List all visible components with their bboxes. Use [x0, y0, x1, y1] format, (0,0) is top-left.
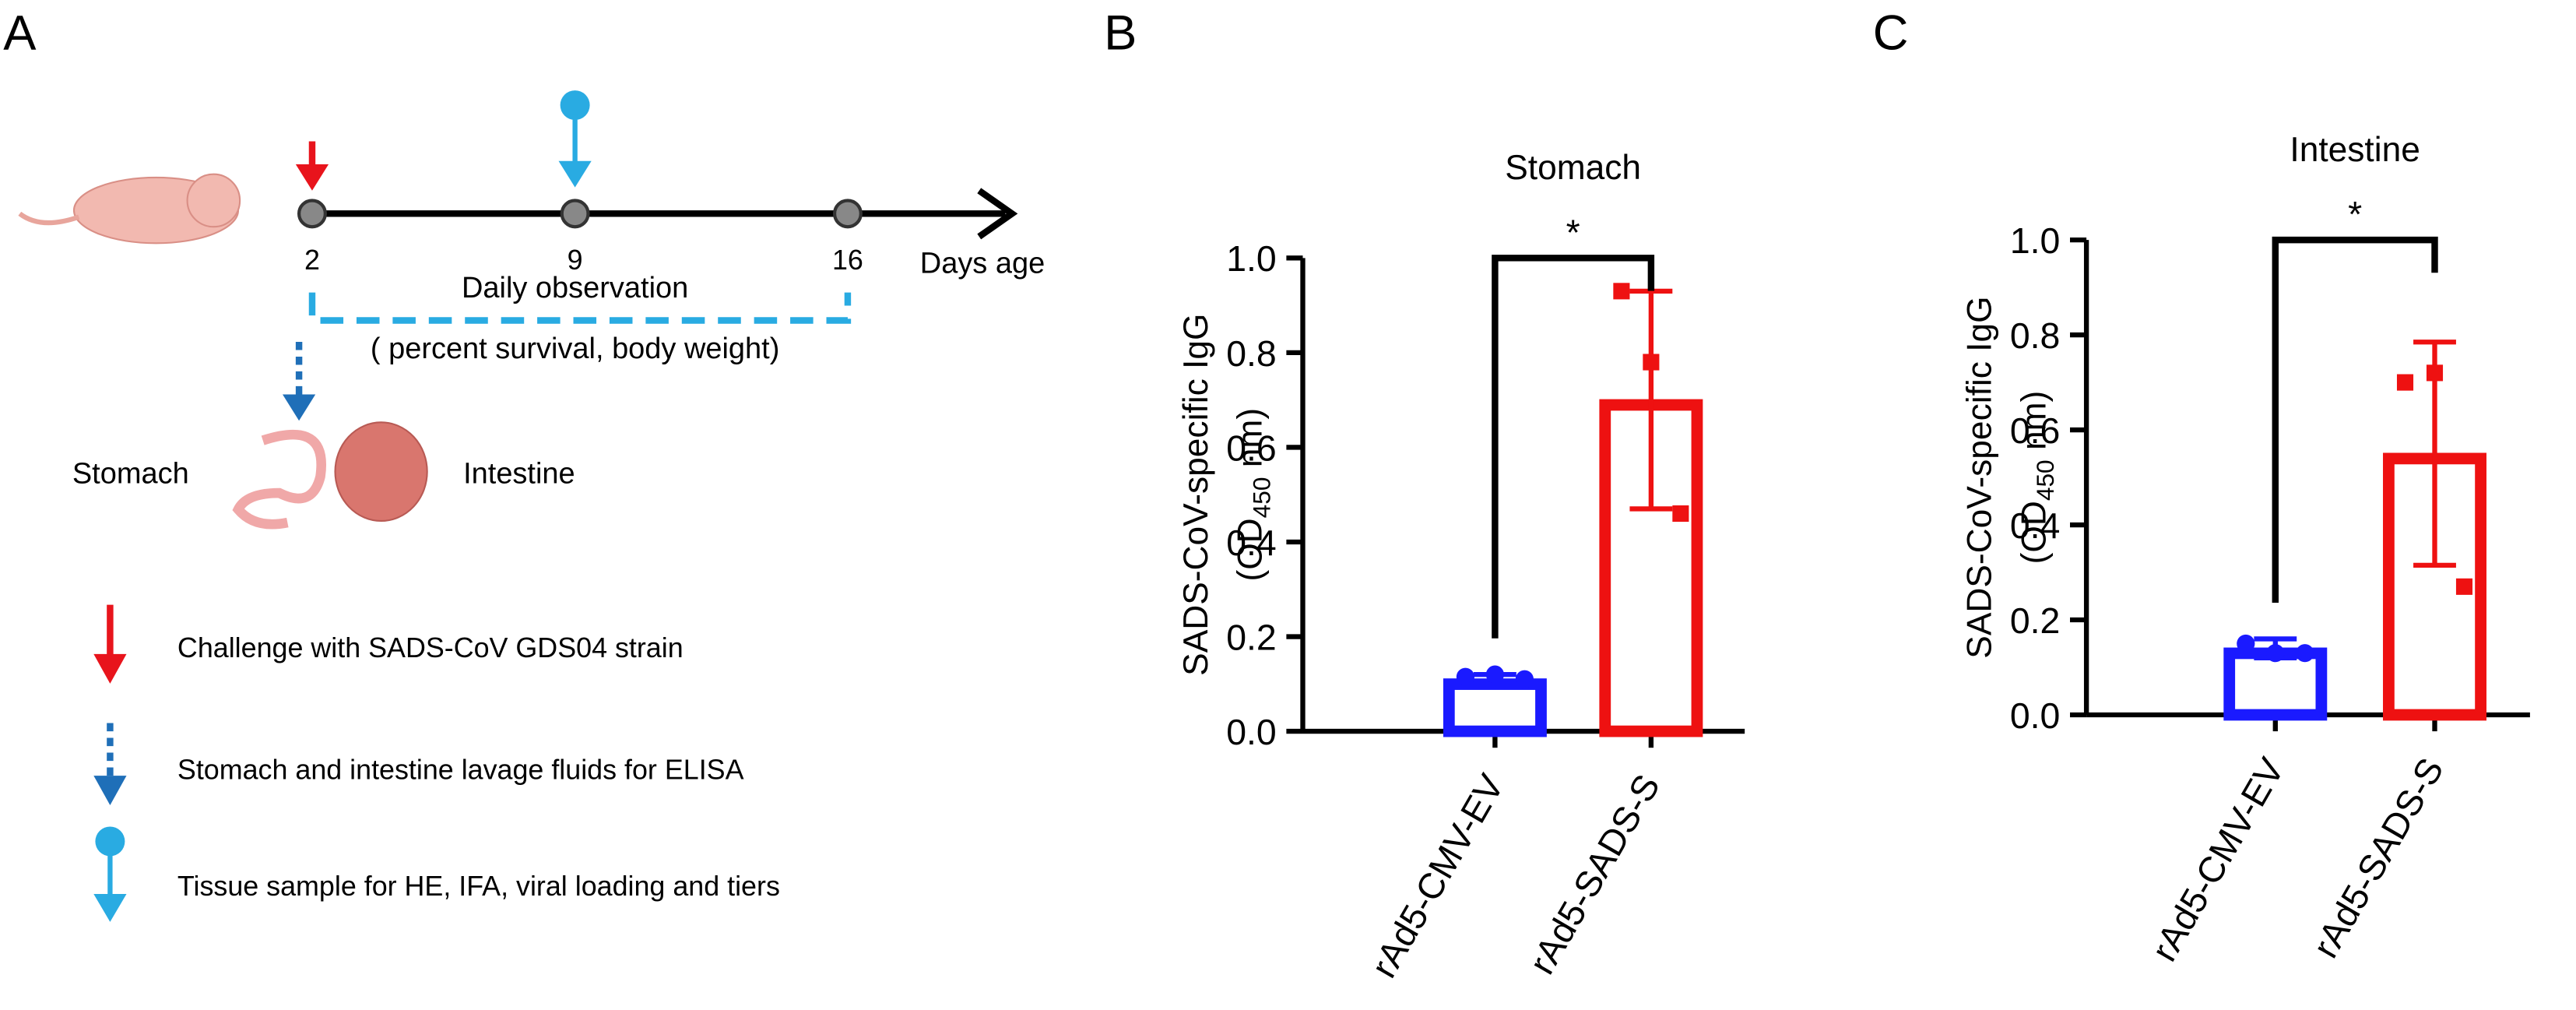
y-tick-label: 0.6	[2010, 410, 2061, 451]
y-tick-label: 0.4	[2010, 505, 2061, 546]
legend-text: Tissue sample for HE, IFA, viral loading…	[177, 871, 780, 902]
day-label: 2	[304, 245, 320, 276]
data-point	[1643, 354, 1660, 371]
significance-label: *	[1566, 212, 1580, 252]
bar	[1443, 678, 1547, 737]
mouse-icon	[18, 173, 241, 245]
stomach-icon	[232, 429, 326, 530]
legend-text: Stomach and intestine lavage fluids for …	[177, 754, 744, 785]
lavage-arrow-head	[282, 394, 316, 421]
legend-icon	[95, 826, 125, 857]
observation-label: Daily observation	[462, 272, 688, 304]
panel-a: A 2 9 16 Days age Daily observation ( pe…	[3, 5, 1045, 922]
sample-arrow-head	[558, 160, 592, 188]
y-axis-label-part: (OD	[2015, 501, 2053, 564]
organ-label: Intestine	[463, 457, 575, 490]
y-axis-label: SADS-CoV-specific IgG	[1961, 296, 1999, 658]
significance-bracket	[2272, 236, 2438, 603]
y-tick-label: 0.8	[1226, 333, 1277, 374]
legend-icon	[93, 776, 127, 806]
data-point	[1485, 665, 1505, 684]
data-point	[2396, 374, 2414, 391]
significance-bracket	[1492, 255, 1655, 639]
y-tick-label: 0.2	[1226, 617, 1277, 657]
y-axis-label: (OD450 nm)	[2015, 391, 2059, 565]
y-tick-label: 0.8	[2010, 315, 2061, 356]
significance-label: *	[2348, 194, 2362, 234]
y-axis-label-part: nm)	[2015, 391, 2053, 460]
observation-bracket	[308, 292, 852, 324]
y-tick-label: 0.6	[1226, 428, 1277, 468]
bar	[2223, 647, 2328, 721]
y-axis-label-part: (OD	[1232, 518, 1270, 581]
data-point	[1672, 505, 1689, 523]
days-label: Days age	[920, 247, 1045, 280]
x-tick-label: rAd5-CMV-EV	[2143, 751, 2292, 967]
y-tick-label: 0.2	[2010, 600, 2061, 641]
data-point	[1515, 670, 1534, 688]
legend-text: Challenge with SADS-CoV GDS04 strain	[177, 632, 684, 663]
x-tick-label: rAd5-SADS-S	[1521, 768, 1668, 981]
challenge-arrow-head	[295, 164, 329, 191]
panel-letter: A	[3, 5, 37, 60]
panel-letter: B	[1104, 5, 1137, 60]
chart-title: Stomach	[1505, 149, 1641, 187]
y-tick-label: 1.0	[2010, 220, 2061, 261]
data-point	[2455, 578, 2473, 595]
y-tick-label: 0.0	[1226, 712, 1277, 752]
data-point	[1613, 283, 1630, 300]
timepoint	[560, 199, 590, 229]
day-label: 16	[832, 245, 863, 276]
data-point	[2296, 644, 2314, 663]
timepoint	[832, 199, 863, 229]
y-tick-label: 0.0	[2010, 695, 2061, 736]
chart: C Intestine SADS-CoV-specific IgG (OD450 nm…	[1873, 5, 2530, 968]
y-axis-label: (OD450 nm)	[1232, 408, 1276, 582]
timeline-arrow	[977, 188, 1018, 240]
organ-label: Stomach	[72, 457, 189, 490]
timepoint	[297, 199, 327, 229]
intestine-icon	[334, 421, 428, 523]
day-label: 9	[568, 245, 583, 276]
data-point	[1456, 667, 1475, 686]
y-tick-label: 1.0	[1226, 238, 1277, 279]
y-axis-label: SADS-CoV-specific IgG	[1177, 314, 1215, 676]
y-axis-label-part: nm)	[1232, 408, 1270, 477]
panel-letter: C	[1873, 5, 1909, 60]
x-tick-label: rAd5-CMV-EV	[1363, 768, 1512, 984]
y-axis-label-sub: 450	[2031, 459, 2059, 501]
data-point	[2266, 644, 2285, 663]
sample-icon	[560, 90, 590, 121]
data-point	[2426, 364, 2444, 382]
data-point	[2237, 634, 2255, 653]
y-tick-label: 0.4	[1226, 523, 1277, 563]
legend-icon	[93, 653, 127, 684]
chart-title: Intestine	[2290, 131, 2420, 169]
x-tick-label: rAd5-SADS-S	[2305, 751, 2451, 965]
y-axis-label-sub: 450	[1247, 477, 1275, 519]
observation-note: ( percent survival, body weight)	[371, 333, 779, 365]
legend-icon	[93, 894, 127, 922]
